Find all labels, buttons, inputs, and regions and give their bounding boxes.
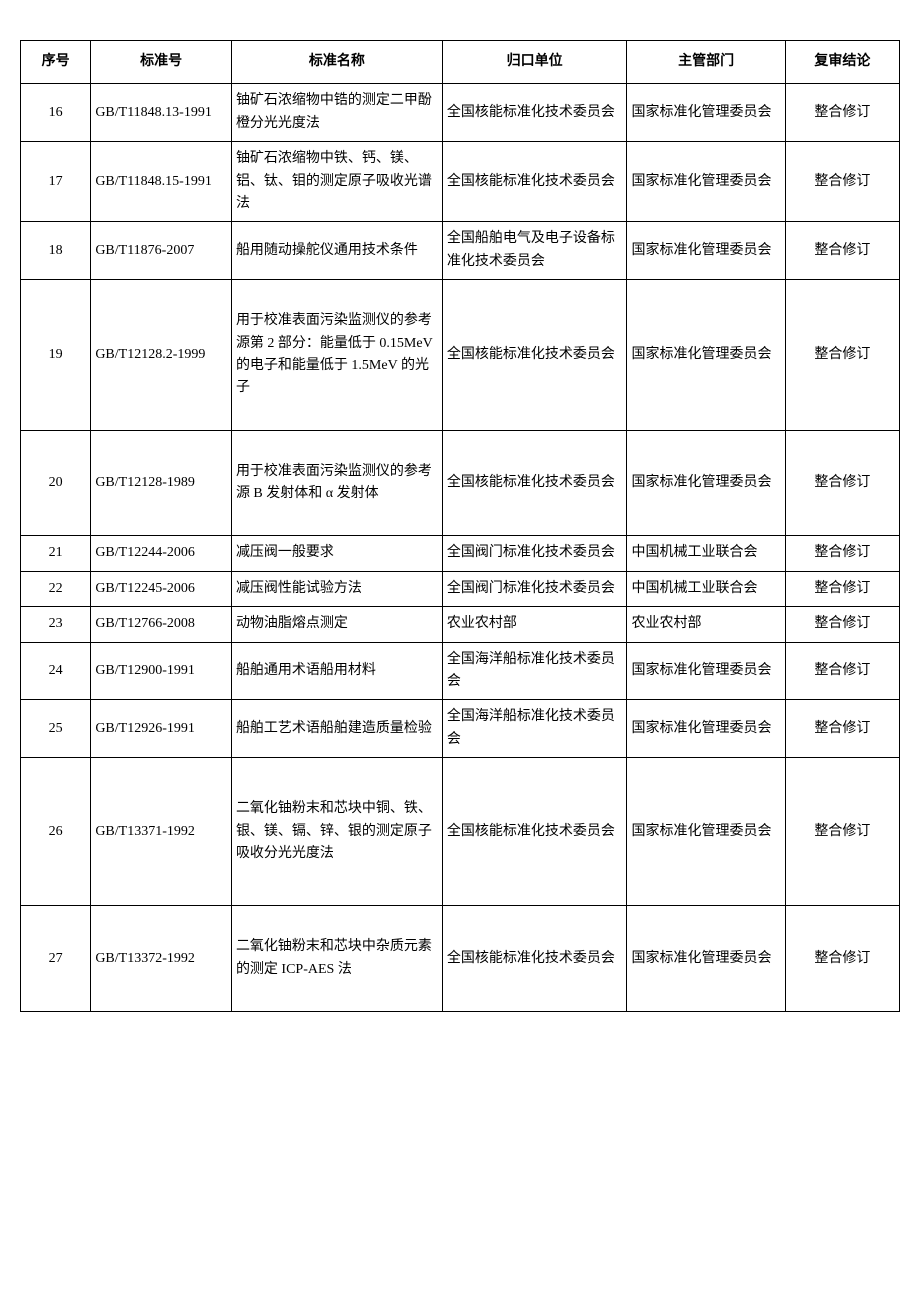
col-header-code: 标准号 (91, 41, 232, 84)
cell-dept: 国家标准化管理委员会 (627, 142, 785, 222)
cell-dept: 国家标准化管理委员会 (627, 642, 785, 700)
table-header-row: 序号 标准号 标准名称 归口单位 主管部门 复审结论 (21, 41, 900, 84)
cell-name: 船舶通用术语船用材料 (231, 642, 442, 700)
cell-dept: 国家标准化管理委员会 (627, 84, 785, 142)
cell-unit: 全国核能标准化技术委员会 (442, 280, 627, 431)
col-header-name: 标准名称 (231, 41, 442, 84)
cell-dept: 农业农村部 (627, 607, 785, 642)
cell-name: 船用随动操舵仪通用技术条件 (231, 222, 442, 280)
cell-dept: 国家标准化管理委员会 (627, 222, 785, 280)
table-row: 26GB/T13371-1992二氧化铀粉末和芯块中铜、铁、银、镁、镉、锌、银的… (21, 758, 900, 906)
table-row: 17GB/T11848.15-1991铀矿石浓缩物中铁、钙、镁、铝、钛、钼的测定… (21, 142, 900, 222)
cell-dept: 中国机械工业联合会 (627, 536, 785, 571)
cell-result: 整合修订 (785, 142, 899, 222)
cell-result: 整合修订 (785, 430, 899, 536)
cell-name: 船舶工艺术语船舶建造质量检验 (231, 700, 442, 758)
cell-result: 整合修订 (785, 906, 899, 1012)
cell-code: GB/T12128.2-1999 (91, 280, 232, 431)
cell-seq: 19 (21, 280, 91, 431)
col-header-unit: 归口单位 (442, 41, 627, 84)
cell-code: GB/T12128-1989 (91, 430, 232, 536)
cell-seq: 24 (21, 642, 91, 700)
cell-code: GB/T12926-1991 (91, 700, 232, 758)
cell-code: GB/T12244-2006 (91, 536, 232, 571)
table-row: 19GB/T12128.2-1999用于校准表面污染监测仪的参考源第 2 部分：… (21, 280, 900, 431)
cell-unit: 全国核能标准化技术委员会 (442, 906, 627, 1012)
cell-code: GB/T12900-1991 (91, 642, 232, 700)
cell-dept: 国家标准化管理委员会 (627, 758, 785, 906)
cell-dept: 国家标准化管理委员会 (627, 280, 785, 431)
cell-dept: 国家标准化管理委员会 (627, 700, 785, 758)
table-row: 20GB/T12128-1989用于校准表面污染监测仪的参考源 B 发射体和 α… (21, 430, 900, 536)
table-row: 18GB/T11876-2007船用随动操舵仪通用技术条件全国船舶电气及电子设备… (21, 222, 900, 280)
cell-result: 整合修订 (785, 700, 899, 758)
table-row: 21GB/T12244-2006减压阀一般要求全国阀门标准化技术委员会中国机械工… (21, 536, 900, 571)
cell-unit: 全国核能标准化技术委员会 (442, 430, 627, 536)
cell-name: 铀矿石浓缩物中锆的测定二甲酚橙分光光度法 (231, 84, 442, 142)
cell-unit: 全国阀门标准化技术委员会 (442, 571, 627, 606)
cell-seq: 25 (21, 700, 91, 758)
cell-code: GB/T13371-1992 (91, 758, 232, 906)
cell-code: GB/T12245-2006 (91, 571, 232, 606)
col-header-result: 复审结论 (785, 41, 899, 84)
cell-seq: 18 (21, 222, 91, 280)
cell-unit: 全国海洋船标准化技术委员会 (442, 642, 627, 700)
cell-seq: 22 (21, 571, 91, 606)
cell-name: 动物油脂熔点测定 (231, 607, 442, 642)
cell-name: 用于校准表面污染监测仪的参考源 B 发射体和 α 发射体 (231, 430, 442, 536)
cell-unit: 全国核能标准化技术委员会 (442, 84, 627, 142)
cell-dept: 中国机械工业联合会 (627, 571, 785, 606)
standards-table: 序号 标准号 标准名称 归口单位 主管部门 复审结论 16GB/T11848.1… (20, 40, 900, 1012)
cell-unit: 农业农村部 (442, 607, 627, 642)
cell-unit: 全国核能标准化技术委员会 (442, 758, 627, 906)
table-row: 16GB/T11848.13-1991铀矿石浓缩物中锆的测定二甲酚橙分光光度法全… (21, 84, 900, 142)
table-row: 24GB/T12900-1991船舶通用术语船用材料全国海洋船标准化技术委员会国… (21, 642, 900, 700)
cell-seq: 16 (21, 84, 91, 142)
table-row: 22GB/T12245-2006减压阀性能试验方法全国阀门标准化技术委员会中国机… (21, 571, 900, 606)
cell-unit: 全国船舶电气及电子设备标准化技术委员会 (442, 222, 627, 280)
cell-code: GB/T11848.13-1991 (91, 84, 232, 142)
cell-name: 二氧化铀粉末和芯块中杂质元素的测定 ICP-AES 法 (231, 906, 442, 1012)
table-row: 23GB/T12766-2008动物油脂熔点测定农业农村部农业农村部整合修订 (21, 607, 900, 642)
cell-seq: 27 (21, 906, 91, 1012)
cell-result: 整合修订 (785, 571, 899, 606)
col-header-seq: 序号 (21, 41, 91, 84)
cell-result: 整合修订 (785, 642, 899, 700)
cell-name: 减压阀一般要求 (231, 536, 442, 571)
cell-name: 铀矿石浓缩物中铁、钙、镁、铝、钛、钼的测定原子吸收光谱法 (231, 142, 442, 222)
cell-seq: 20 (21, 430, 91, 536)
cell-code: GB/T11876-2007 (91, 222, 232, 280)
cell-dept: 国家标准化管理委员会 (627, 430, 785, 536)
cell-result: 整合修订 (785, 536, 899, 571)
cell-code: GB/T11848.15-1991 (91, 142, 232, 222)
cell-name: 二氧化铀粉末和芯块中铜、铁、银、镁、镉、锌、银的测定原子吸收分光光度法 (231, 758, 442, 906)
cell-result: 整合修订 (785, 758, 899, 906)
table-body: 16GB/T11848.13-1991铀矿石浓缩物中锆的测定二甲酚橙分光光度法全… (21, 84, 900, 1012)
cell-unit: 全国阀门标准化技术委员会 (442, 536, 627, 571)
cell-result: 整合修订 (785, 222, 899, 280)
table-row: 25GB/T12926-1991船舶工艺术语船舶建造质量检验全国海洋船标准化技术… (21, 700, 900, 758)
cell-result: 整合修订 (785, 280, 899, 431)
cell-unit: 全国核能标准化技术委员会 (442, 142, 627, 222)
cell-seq: 21 (21, 536, 91, 571)
cell-name: 用于校准表面污染监测仪的参考源第 2 部分：能量低于 0.15MeV 的电子和能… (231, 280, 442, 431)
cell-result: 整合修订 (785, 607, 899, 642)
cell-code: GB/T12766-2008 (91, 607, 232, 642)
cell-code: GB/T13372-1992 (91, 906, 232, 1012)
cell-result: 整合修订 (785, 84, 899, 142)
table-row: 27GB/T13372-1992二氧化铀粉末和芯块中杂质元素的测定 ICP-AE… (21, 906, 900, 1012)
cell-seq: 26 (21, 758, 91, 906)
cell-name: 减压阀性能试验方法 (231, 571, 442, 606)
cell-dept: 国家标准化管理委员会 (627, 906, 785, 1012)
cell-seq: 17 (21, 142, 91, 222)
col-header-dept: 主管部门 (627, 41, 785, 84)
cell-unit: 全国海洋船标准化技术委员会 (442, 700, 627, 758)
cell-seq: 23 (21, 607, 91, 642)
